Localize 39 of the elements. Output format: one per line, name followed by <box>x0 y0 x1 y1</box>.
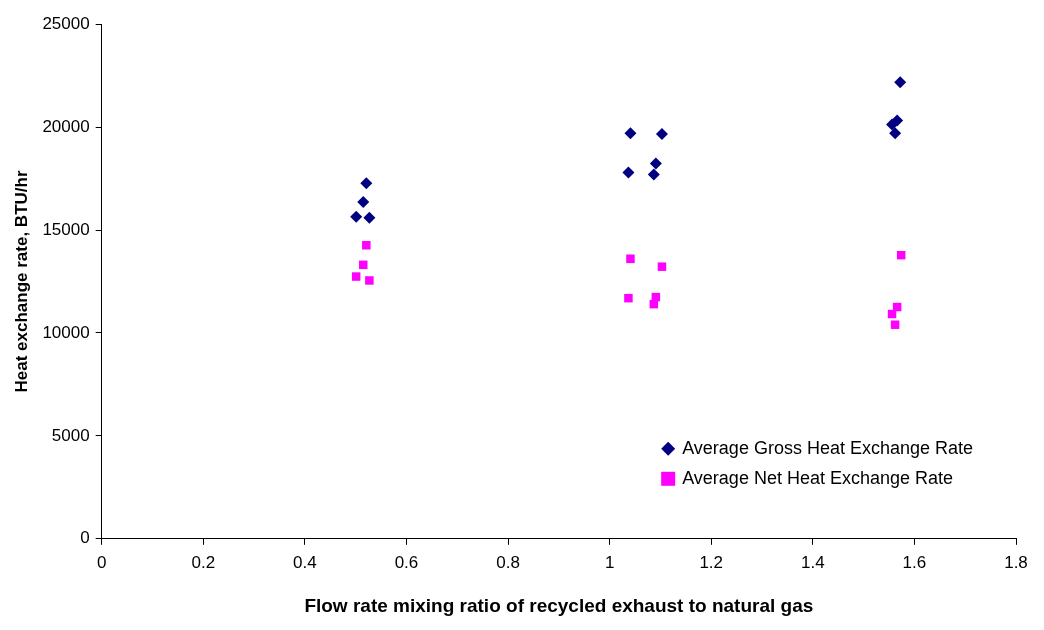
y-tick-label: 20000 <box>42 116 90 136</box>
point <box>626 254 635 264</box>
y-tick-label: 25000 <box>42 13 90 33</box>
y-tick-label: 5000 <box>51 425 90 445</box>
point <box>657 262 667 271</box>
point <box>894 76 907 89</box>
y-tick-label: 0 <box>80 528 90 548</box>
x-tick-label: 0.4 <box>293 552 317 572</box>
x-tick-label: 0.2 <box>191 552 216 572</box>
point <box>655 128 668 141</box>
point <box>889 127 902 140</box>
x-tick-label: 1.4 <box>801 552 825 572</box>
point <box>350 210 363 223</box>
point <box>351 272 361 281</box>
x-tick-label: 1.8 <box>1004 552 1028 572</box>
point <box>365 276 374 285</box>
y-axis-title: Heat exchange rate, BTU/hr <box>11 170 31 393</box>
y-tick-label: 15000 <box>42 219 90 239</box>
point <box>360 177 373 190</box>
x-tick-label: 1 <box>604 552 615 572</box>
y-tick-label: 10000 <box>42 322 90 342</box>
legend-label: Average Net Heat Exchange Rate <box>682 467 954 488</box>
point <box>363 211 376 224</box>
point <box>890 320 900 329</box>
point <box>649 157 662 170</box>
point <box>624 293 633 303</box>
x-tick-label: 1.2 <box>699 552 724 572</box>
x-tick-label: 0.6 <box>394 552 419 572</box>
point <box>624 127 637 140</box>
point <box>359 260 368 270</box>
x-tick-label: 0 <box>96 552 107 572</box>
point <box>362 241 371 250</box>
point <box>622 166 635 179</box>
x-axis-title: Flow rate mixing ratio of recycled exhaust to natural gas <box>304 594 814 616</box>
legend-label: Average Gross Heat Exchange Rate <box>682 437 974 458</box>
point <box>647 168 660 181</box>
point <box>357 196 370 209</box>
x-tick-label: 0.8 <box>496 552 520 572</box>
x-tick-label: 1.6 <box>902 552 927 572</box>
